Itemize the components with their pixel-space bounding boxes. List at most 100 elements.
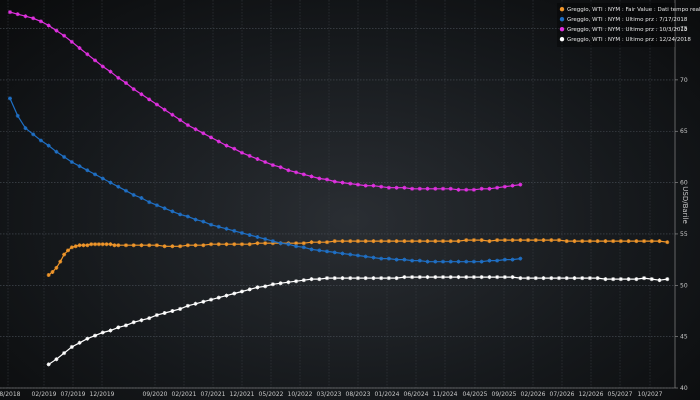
data-point — [348, 276, 353, 281]
data-point — [77, 164, 82, 169]
data-point — [348, 181, 353, 186]
data-point — [394, 185, 399, 190]
data-point — [23, 14, 28, 19]
x-tick-label: 09/2020 — [143, 391, 168, 398]
data-point — [162, 311, 167, 316]
legend-entry: Greggio, WTI : NYM : Ultimo prz : 10/3/2… — [567, 27, 688, 33]
y-tick-label: 65 — [680, 128, 688, 135]
data-point — [611, 277, 616, 282]
data-point — [518, 182, 523, 187]
data-point — [549, 238, 554, 243]
data-point — [502, 184, 507, 189]
data-point — [348, 239, 353, 244]
data-point — [634, 277, 639, 282]
data-point — [104, 242, 109, 247]
data-point — [394, 276, 399, 281]
data-point — [471, 259, 476, 264]
data-point — [131, 243, 136, 248]
data-point — [394, 257, 399, 262]
data-point — [510, 275, 515, 280]
data-point — [31, 132, 36, 137]
data-point — [649, 239, 654, 244]
data-point — [379, 184, 384, 189]
data-point — [495, 185, 500, 190]
y-tick-label: 55 — [680, 231, 688, 238]
data-point — [77, 340, 82, 345]
data-point — [46, 143, 51, 148]
x-tick-label: 07/2021 — [201, 391, 226, 398]
data-point — [123, 188, 128, 193]
data-point — [402, 275, 407, 280]
data-point — [386, 185, 391, 190]
data-point — [224, 226, 229, 231]
series-2 — [8, 10, 523, 192]
data-point — [332, 179, 337, 184]
data-point — [62, 33, 67, 38]
data-point — [301, 278, 306, 283]
data-point — [448, 275, 453, 280]
data-point — [355, 276, 360, 281]
data-point — [518, 238, 523, 243]
data-point — [278, 165, 283, 170]
data-point — [433, 186, 438, 191]
data-point — [201, 219, 206, 224]
data-point — [433, 239, 438, 244]
data-point — [479, 186, 484, 191]
y-tick-label: 40 — [680, 385, 688, 392]
x-tick-label: 10/2022 — [288, 391, 313, 398]
data-point — [510, 238, 515, 243]
data-point — [665, 277, 670, 282]
data-point — [239, 289, 244, 294]
data-point — [178, 306, 183, 311]
data-point — [93, 242, 98, 247]
data-point — [201, 243, 206, 248]
data-point — [170, 308, 175, 313]
data-point — [317, 240, 322, 245]
data-point — [433, 275, 438, 280]
data-point — [147, 97, 152, 102]
data-point — [139, 92, 144, 97]
data-point — [116, 75, 121, 80]
data-point — [185, 123, 190, 128]
data-point — [65, 248, 70, 253]
data-point — [69, 344, 74, 349]
data-point — [131, 192, 136, 197]
x-tick-label: 01/2024 — [375, 391, 400, 398]
data-point — [587, 239, 592, 244]
data-point — [657, 239, 662, 244]
x-tick-label: 11/2024 — [433, 391, 458, 398]
data-point — [441, 239, 446, 244]
data-point — [464, 275, 469, 280]
data-point — [626, 239, 631, 244]
data-point — [46, 23, 51, 28]
data-point — [471, 187, 476, 192]
data-point — [410, 258, 415, 263]
data-point — [371, 183, 376, 188]
data-point — [178, 212, 183, 217]
data-point — [147, 200, 152, 205]
data-point — [665, 240, 670, 245]
data-point — [417, 239, 422, 244]
data-point — [224, 242, 229, 247]
data-point — [626, 277, 631, 282]
data-point — [301, 172, 306, 177]
data-point — [379, 239, 384, 244]
data-point — [379, 256, 384, 261]
data-point — [456, 239, 461, 244]
data-point — [46, 362, 51, 367]
data-point — [201, 131, 206, 136]
data-point — [355, 182, 360, 187]
y-tick-label: 45 — [680, 334, 688, 341]
data-point — [216, 224, 221, 229]
data-point — [471, 238, 476, 243]
data-point — [649, 277, 654, 282]
data-point — [618, 239, 623, 244]
data-point — [564, 276, 569, 281]
data-point — [178, 244, 183, 249]
data-point — [108, 180, 113, 185]
data-point — [533, 276, 538, 281]
data-point — [8, 10, 12, 15]
data-point — [58, 259, 63, 264]
data-point — [425, 239, 430, 244]
data-point — [54, 265, 59, 270]
